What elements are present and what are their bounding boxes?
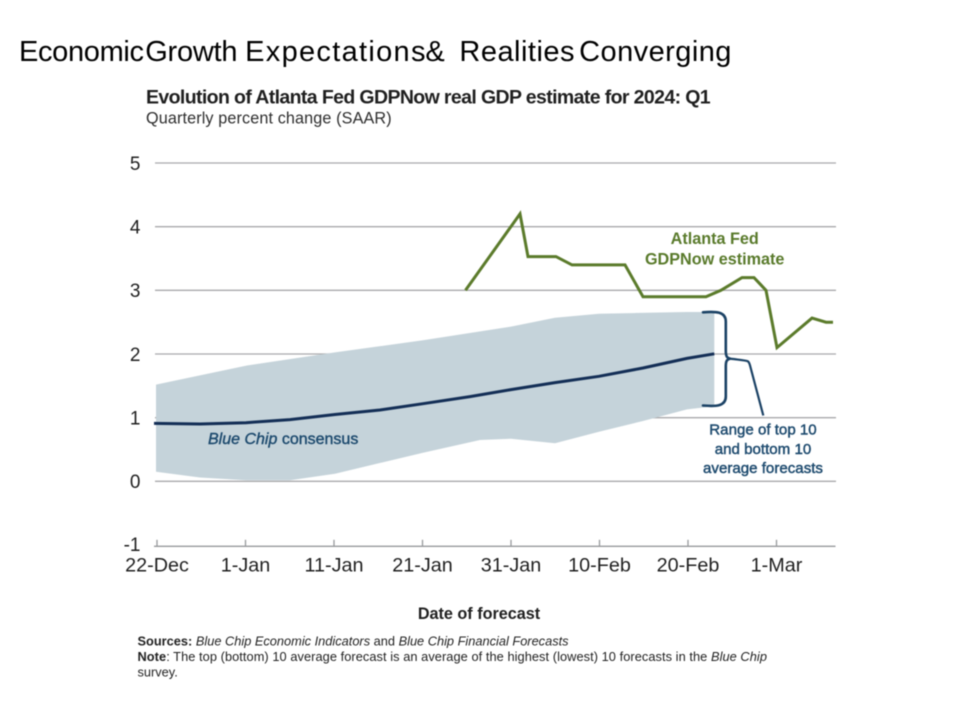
svg-text:20-Feb: 20-Feb	[657, 554, 720, 576]
svg-text:Sources: Blue Chip Economic In: Sources: Blue Chip Economic Indicators a…	[138, 634, 570, 649]
svg-text:and bottom 10: and bottom 10	[715, 441, 812, 458]
svg-text:GDPNow estimate: GDPNow estimate	[645, 250, 784, 268]
svg-text:3: 3	[130, 281, 141, 302]
svg-text:31-Jan: 31-Jan	[481, 554, 541, 576]
svg-text:Atlanta Fed: Atlanta Fed	[671, 230, 759, 248]
svg-text:survey.: survey.	[138, 665, 178, 680]
svg-text:1: 1	[130, 409, 141, 430]
svg-text:Blue Chip consensus: Blue Chip consensus	[208, 431, 358, 448]
svg-text:Quarterly percent change (SAAR: Quarterly percent change (SAAR)	[146, 110, 392, 128]
svg-text:Range of top 10: Range of top 10	[709, 422, 816, 439]
svg-text:10-Feb: 10-Feb	[568, 554, 631, 576]
svg-text:2: 2	[130, 345, 141, 366]
svg-text:5: 5	[130, 154, 141, 175]
svg-text:Note: The top (bottom) 10 aver: Note: The top (bottom) 10 average foreca…	[138, 649, 768, 664]
svg-text:Date of forecast: Date of forecast	[418, 605, 541, 623]
svg-text:-1: -1	[124, 535, 141, 556]
svg-text:4: 4	[130, 218, 141, 239]
svg-text:22-Dec: 22-Dec	[125, 554, 189, 576]
svg-text:0: 0	[130, 472, 141, 493]
svg-text:1-Mar: 1-Mar	[751, 554, 803, 576]
svg-text:average forecasts: average forecasts	[703, 460, 823, 477]
svg-text:11-Jan: 11-Jan	[304, 554, 363, 576]
svg-text:21-Jan: 21-Jan	[392, 554, 452, 576]
svg-text:1-Jan: 1-Jan	[221, 554, 270, 576]
svg-text:Evolution of Atlanta Fed GDPNo: Evolution of Atlanta Fed GDPNow real GDP…	[146, 87, 711, 109]
